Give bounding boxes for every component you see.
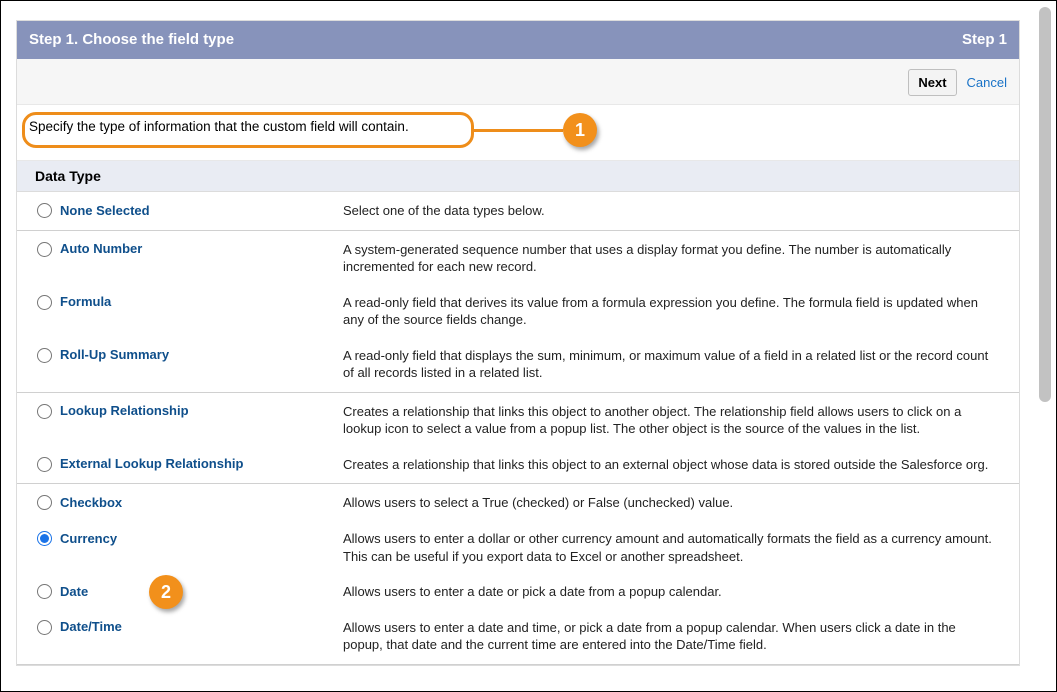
data-type-row: None Selected Select one of the data type… <box>17 192 1019 230</box>
data-type-description: Allows users to select a True (checked) … <box>343 494 1009 512</box>
radio-label-none[interactable]: None Selected <box>60 203 150 218</box>
radio-lookup[interactable] <box>37 404 52 419</box>
actions-row: Next Cancel <box>17 59 1019 105</box>
radio-col: None Selected <box>37 202 337 218</box>
section-heading: Data Type <box>17 161 1019 192</box>
radio-currency[interactable] <box>37 531 52 546</box>
data-type-row: Lookup Relationship Creates a relationshi… <box>17 393 1019 448</box>
radio-col: Auto Number <box>37 241 337 257</box>
data-type-row: Currency Allows users to enter a dollar o… <box>17 522 1019 575</box>
radio-col: Formula <box>37 294 337 310</box>
instruction-area: Specify the type of information that the… <box>17 105 1019 161</box>
radio-label-checkbox[interactable]: Checkbox <box>60 495 122 510</box>
radio-date[interactable] <box>37 584 52 599</box>
scroll-pane: Step 1. Choose the field type Step 1 Nex… <box>1 1 1026 692</box>
data-type-group: Lookup Relationship Creates a relationshi… <box>17 393 1019 485</box>
data-type-description: Allows users to enter a date or pick a d… <box>343 583 1009 601</box>
radio-label-auto_number[interactable]: Auto Number <box>60 241 142 256</box>
data-type-description: A system-generated sequence number that … <box>343 241 1009 276</box>
wizard-step-indicator: Step 1 <box>962 21 1007 59</box>
radio-rollup[interactable] <box>37 348 52 363</box>
data-type-list: None Selected Select one of the data type… <box>17 192 1019 665</box>
radio-col: Currency <box>37 530 337 546</box>
data-type-row: Roll-Up Summary A read-only field that di… <box>17 339 1019 392</box>
radio-label-currency[interactable]: Currency <box>60 531 117 546</box>
data-type-group: Auto Number A system-generated sequence n… <box>17 231 1019 393</box>
data-type-description: Creates a relationship that links this o… <box>343 403 1009 438</box>
radio-label-ext_lookup[interactable]: External Lookup Relationship <box>60 456 243 471</box>
wizard-title: Step 1. Choose the field type <box>29 21 234 59</box>
wizard-header: Step 1. Choose the field type Step 1 <box>17 21 1019 59</box>
data-type-row: Date Allows users to enter a date or pick… <box>17 575 1019 611</box>
radio-checkbox[interactable] <box>37 495 52 510</box>
radio-none[interactable] <box>37 203 52 218</box>
next-button[interactable]: Next <box>908 69 956 96</box>
data-type-description: A read-only field that displays the sum,… <box>343 347 1009 382</box>
data-type-description: A read-only field that derives its value… <box>343 294 1009 329</box>
radio-formula[interactable] <box>37 295 52 310</box>
radio-ext_lookup[interactable] <box>37 457 52 472</box>
radio-label-lookup[interactable]: Lookup Relationship <box>60 403 189 418</box>
data-type-row: Formula A read-only field that derives it… <box>17 286 1019 339</box>
data-type-row: Auto Number A system-generated sequence n… <box>17 231 1019 286</box>
radio-col: External Lookup Relationship <box>37 456 337 472</box>
radio-label-formula[interactable]: Formula <box>60 294 111 309</box>
radio-datetime[interactable] <box>37 620 52 635</box>
radio-col: Roll-Up Summary <box>37 347 337 363</box>
scrollbar-thumb[interactable] <box>1039 7 1051 402</box>
radio-col: Date/Time <box>37 619 337 635</box>
data-type-description: Allows users to enter a dollar or other … <box>343 530 1009 565</box>
wizard-card: Step 1. Choose the field type Step 1 Nex… <box>16 20 1020 666</box>
data-type-description: Select one of the data types below. <box>343 202 1009 220</box>
data-type-group: Checkbox Allows users to select a True (c… <box>17 484 1019 664</box>
radio-auto_number[interactable] <box>37 242 52 257</box>
data-type-group: None Selected Select one of the data type… <box>17 192 1019 231</box>
data-type-description: Allows users to enter a date and time, o… <box>343 619 1009 654</box>
radio-label-datetime[interactable]: Date/Time <box>60 619 122 634</box>
data-type-row: External Lookup Relationship Creates a re… <box>17 448 1019 484</box>
radio-col: Checkbox <box>37 494 337 510</box>
data-type-row: Date/Time Allows users to enter a date an… <box>17 611 1019 664</box>
instruction-text: Specify the type of information that the… <box>29 119 409 134</box>
radio-label-rollup[interactable]: Roll-Up Summary <box>60 347 169 362</box>
data-type-row: Checkbox Allows users to select a True (c… <box>17 484 1019 522</box>
data-type-description: Creates a relationship that links this o… <box>343 456 1009 474</box>
radio-col: Lookup Relationship <box>37 403 337 419</box>
cancel-link[interactable]: Cancel <box>967 75 1007 90</box>
radio-label-date[interactable]: Date <box>60 584 88 599</box>
page-root: Step 1. Choose the field type Step 1 Nex… <box>0 0 1057 692</box>
radio-col: Date <box>37 583 337 599</box>
